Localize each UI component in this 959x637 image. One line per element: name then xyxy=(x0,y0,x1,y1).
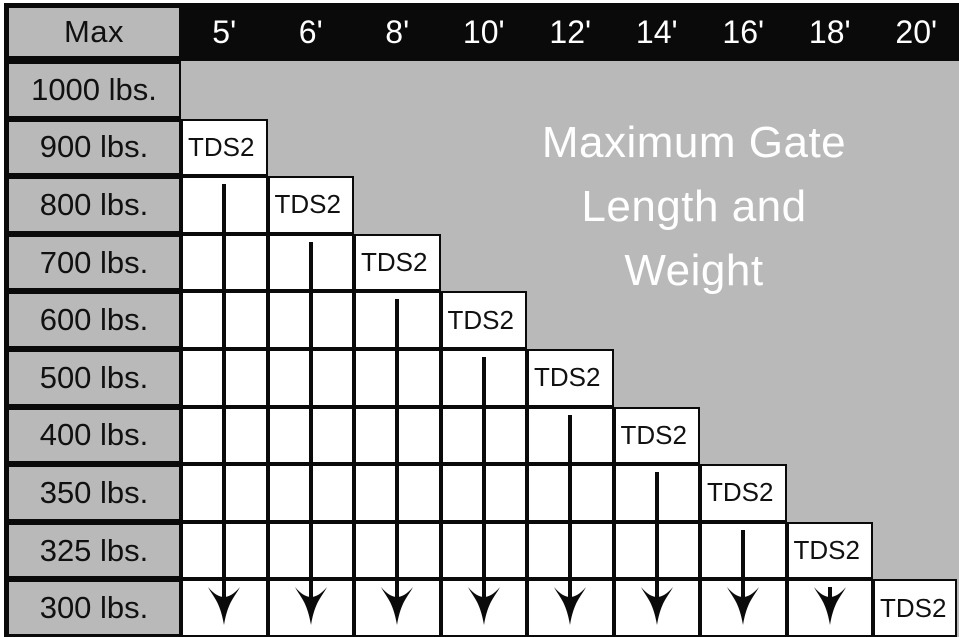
down-arrow-shaft xyxy=(308,241,313,598)
down-arrow-icon xyxy=(294,585,328,629)
column-header-6: 14' xyxy=(635,13,678,50)
chart-body: Max 5' 6' 8' 10' 12' 14' 16' 18' 20' 1000 lbs. 90… xyxy=(4,3,959,637)
row-label-8: 350 lbs. xyxy=(7,465,181,521)
capacity-cell-tds2-20ft: TDS2 xyxy=(873,579,957,637)
down-arrow-icon xyxy=(553,585,587,629)
row-label-6: 500 lbs. xyxy=(7,350,181,406)
down-arrow-shaft xyxy=(395,299,400,598)
capacity-cell-tds2-10ft: TDS2 xyxy=(440,291,527,349)
row-label-5: 600 lbs. xyxy=(7,292,181,348)
row-label-1: 1000 lbs. xyxy=(7,62,181,118)
down-arrow-shaft xyxy=(654,472,659,598)
capacity-cell-tds2-16ft: TDS2 xyxy=(700,464,787,522)
row-label-7: 400 lbs. xyxy=(7,407,181,464)
capacity-cell-tds2-14ft: TDS2 xyxy=(613,406,700,465)
row-label-4: 700 lbs. xyxy=(7,234,181,291)
row-label-10: 300 lbs. xyxy=(7,580,181,636)
capacity-cell-tds2-6ft: TDS2 xyxy=(267,176,354,234)
capacity-cell-tds2-8ft: TDS2 xyxy=(354,233,441,292)
column-header-5: 12' xyxy=(549,13,592,50)
row-label-2: 900 lbs. xyxy=(7,119,181,176)
column-header-7: 16' xyxy=(722,13,765,50)
down-arrow-icon xyxy=(380,585,414,629)
capacity-cell-tds2-12ft: TDS2 xyxy=(527,349,614,407)
down-arrow-icon xyxy=(726,585,760,629)
column-header-9: 20' xyxy=(895,13,938,50)
column-header-3: 8' xyxy=(385,13,410,50)
down-arrow-icon xyxy=(207,585,241,629)
corner-header-max: Max xyxy=(7,6,181,58)
column-header-8: 18' xyxy=(808,13,851,50)
down-arrow-shaft xyxy=(568,414,573,598)
row-label-9: 325 lbs. xyxy=(7,522,181,579)
row-label-3: 800 lbs. xyxy=(7,177,181,233)
down-arrow-icon xyxy=(467,585,501,629)
down-arrow-shaft xyxy=(741,529,746,598)
column-header-2: 6' xyxy=(298,13,323,50)
capacity-cell-tds2-5ft: TDS2 xyxy=(181,118,268,177)
down-arrow-shaft xyxy=(222,184,227,598)
down-arrow-shaft xyxy=(827,587,832,598)
down-arrow-icon xyxy=(813,585,847,629)
down-arrow-shaft xyxy=(481,357,486,598)
down-arrow-icon xyxy=(640,585,674,629)
capacity-cell-tds2-18ft: TDS2 xyxy=(786,521,873,580)
column-header-1: 5' xyxy=(212,13,237,50)
column-header-4: 10' xyxy=(462,13,505,50)
